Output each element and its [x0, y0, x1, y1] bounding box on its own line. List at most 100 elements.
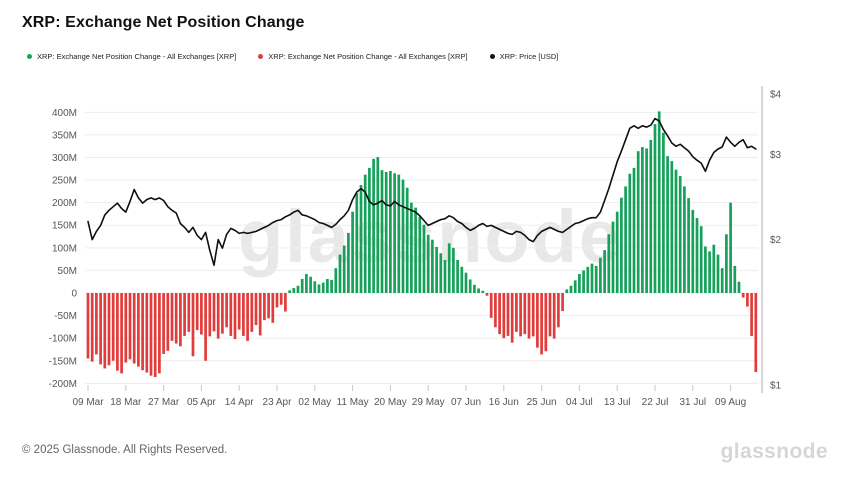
legend-item-price[interactable]: XRP: Price [USD] — [489, 52, 558, 61]
net-position-bar — [754, 293, 758, 373]
net-position-bar — [611, 221, 615, 293]
net-position-bar — [355, 193, 359, 293]
net-position-bar — [208, 293, 212, 337]
legend-item-net-position-red[interactable]: XRP: Exchange Net Position Change - All … — [258, 52, 468, 61]
legend-item-label: XRP: Exchange Net Position Change - All … — [268, 52, 468, 61]
net-position-bar — [443, 260, 447, 293]
y-axis-tick-label: -150M — [49, 356, 77, 367]
net-position-bar — [737, 281, 741, 293]
net-position-bar — [704, 246, 707, 293]
net-position-bar — [699, 226, 703, 293]
net-position-bar — [523, 293, 527, 335]
net-position-bar — [489, 293, 493, 318]
y-axis-tick-label: 250M — [52, 176, 77, 187]
net-position-bar — [296, 285, 300, 293]
net-position-bar — [263, 293, 266, 321]
net-position-bar — [393, 173, 396, 293]
net-position-bar — [426, 234, 430, 293]
net-position-bar — [363, 174, 367, 293]
net-position-bar — [225, 293, 228, 328]
net-position-bar — [187, 293, 191, 332]
net-position-bar — [464, 272, 468, 293]
net-position-bar — [132, 293, 136, 364]
net-position-bar — [111, 293, 115, 361]
net-position-bar — [90, 293, 94, 362]
net-position-bar — [313, 281, 317, 293]
net-position-bar — [456, 260, 459, 293]
y-axis-tick-label: 100M — [52, 243, 77, 254]
net-position-bar — [628, 173, 632, 293]
net-position-bar — [317, 284, 321, 293]
net-position-bar — [657, 111, 661, 293]
net-position-bar — [603, 250, 606, 293]
net-position-bar — [586, 266, 590, 293]
net-position-bar — [309, 276, 312, 293]
net-position-bar — [137, 293, 140, 367]
net-position-bar — [452, 247, 455, 293]
x-axis-tick-label: 14 Apr — [225, 397, 255, 408]
net-position-bar — [494, 293, 497, 328]
x-axis-tick-label: 22 Jul — [642, 397, 669, 408]
net-position-bar — [321, 282, 325, 293]
net-position-bar — [527, 293, 531, 339]
legend-item-net-position-green[interactable]: XRP: Exchange Net Position Change - All … — [27, 52, 236, 61]
net-position-bar — [116, 293, 119, 371]
price-axis-tick-label: $3 — [770, 150, 782, 161]
net-position-bar — [254, 293, 258, 326]
net-position-bar — [506, 293, 510, 336]
net-position-bar — [636, 151, 640, 293]
net-position-bar — [174, 293, 178, 344]
net-position-bar — [372, 158, 375, 293]
x-axis-tick-label: 04 Jul — [566, 397, 593, 408]
y-axis-tick-label: 400M — [52, 108, 77, 119]
net-position-bar — [678, 176, 682, 293]
net-position-bar — [124, 293, 128, 363]
net-position-bar — [750, 293, 753, 336]
legend-dot-icon — [27, 54, 32, 59]
net-position-bar — [473, 284, 476, 293]
net-position-bar — [594, 265, 598, 293]
net-position-bar — [510, 293, 514, 343]
x-axis-tick-label: 09 Mar — [72, 397, 104, 408]
net-position-bar — [376, 157, 380, 293]
net-position-bar — [292, 288, 296, 293]
net-position-bar — [712, 244, 716, 293]
net-position-bar — [641, 147, 644, 293]
net-position-bar — [242, 293, 245, 336]
price-line — [87, 117, 757, 266]
net-position-bar — [179, 293, 182, 347]
net-position-bar — [632, 167, 636, 293]
y-axis-tick-label: 300M — [52, 153, 77, 164]
net-position-bar — [468, 279, 472, 293]
net-position-bar — [582, 270, 585, 294]
net-position-bar — [380, 170, 384, 293]
net-position-bar — [141, 293, 144, 371]
net-position-bar — [746, 293, 749, 307]
net-position-bar — [279, 293, 283, 305]
net-position-bar — [578, 274, 581, 293]
net-position-bar — [99, 293, 102, 365]
net-position-bar — [200, 293, 203, 335]
net-position-bar — [548, 293, 552, 337]
net-position-bar — [498, 293, 501, 335]
net-position-bar — [573, 280, 577, 293]
net-position-bar — [645, 148, 648, 293]
net-position-bar — [149, 293, 153, 376]
net-position-bar — [120, 293, 123, 374]
net-position-bar — [662, 132, 665, 293]
net-position-bar — [649, 139, 653, 293]
net-position-bar — [183, 293, 186, 336]
x-axis-tick-label: 25 Jun — [527, 397, 557, 408]
net-position-bar — [544, 293, 548, 352]
net-position-bar — [347, 232, 350, 293]
net-position-bar — [431, 239, 434, 293]
net-position-bar — [418, 216, 422, 293]
net-position-bar — [397, 174, 401, 293]
net-position-bar — [716, 254, 720, 293]
net-position-bar — [557, 293, 560, 328]
net-position-bar — [86, 293, 90, 359]
glassnode-logo: glassnode — [720, 440, 828, 463]
x-axis-tick-label: 02 May — [298, 397, 331, 408]
x-axis-tick-label: 18 Mar — [110, 397, 142, 408]
